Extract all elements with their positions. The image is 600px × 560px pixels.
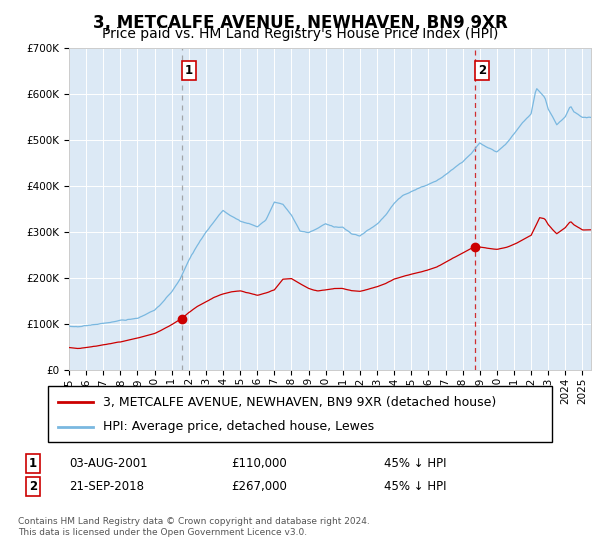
Text: Contains HM Land Registry data © Crown copyright and database right 2024.: Contains HM Land Registry data © Crown c… (18, 516, 370, 526)
Text: 2: 2 (29, 479, 37, 493)
Text: HPI: Average price, detached house, Lewes: HPI: Average price, detached house, Lewe… (103, 420, 374, 433)
Text: 3, METCALFE AVENUE, NEWHAVEN, BN9 9XR: 3, METCALFE AVENUE, NEWHAVEN, BN9 9XR (92, 14, 508, 32)
Text: 45% ↓ HPI: 45% ↓ HPI (384, 456, 446, 470)
Text: 21-SEP-2018: 21-SEP-2018 (69, 479, 144, 493)
Text: 2: 2 (478, 64, 486, 77)
Text: This data is licensed under the Open Government Licence v3.0.: This data is licensed under the Open Gov… (18, 528, 307, 537)
Text: 45% ↓ HPI: 45% ↓ HPI (384, 479, 446, 493)
Text: £110,000: £110,000 (231, 456, 287, 470)
Text: £267,000: £267,000 (231, 479, 287, 493)
Text: 03-AUG-2001: 03-AUG-2001 (69, 456, 148, 470)
Text: 1: 1 (29, 456, 37, 470)
Text: 1: 1 (185, 64, 193, 77)
FancyBboxPatch shape (48, 386, 552, 442)
Text: Price paid vs. HM Land Registry's House Price Index (HPI): Price paid vs. HM Land Registry's House … (102, 27, 498, 41)
Text: 3, METCALFE AVENUE, NEWHAVEN, BN9 9XR (detached house): 3, METCALFE AVENUE, NEWHAVEN, BN9 9XR (d… (103, 395, 497, 409)
